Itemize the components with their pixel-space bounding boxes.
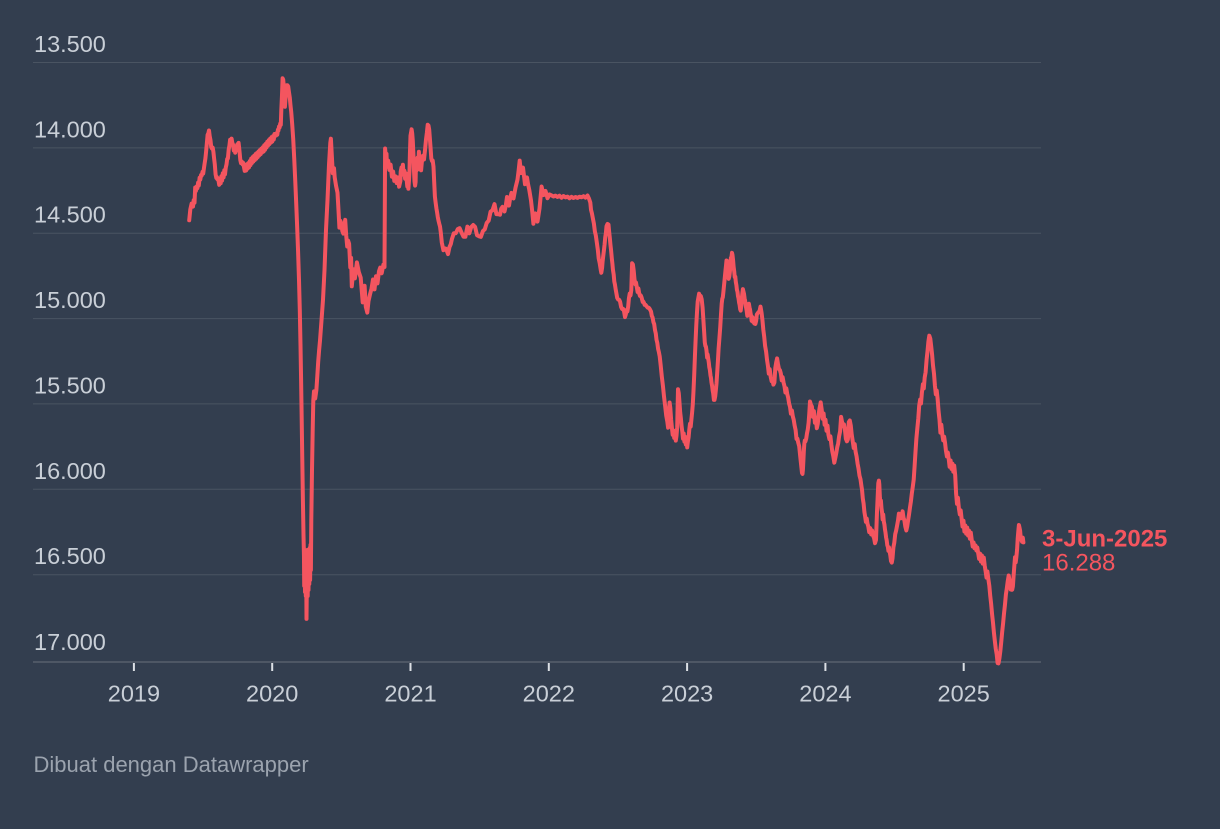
svg-text:2019: 2019 [108,681,160,707]
svg-text:16.000: 16.000 [34,458,106,484]
svg-text:13.500: 13.500 [34,31,106,57]
svg-text:2021: 2021 [384,681,436,707]
svg-text:16.500: 16.500 [34,543,106,569]
svg-text:2025: 2025 [938,681,990,707]
svg-text:17.000: 17.000 [34,629,106,655]
svg-text:Dibuat dengan Datawrapper: Dibuat dengan Datawrapper [34,752,309,777]
svg-text:3-Jun-2025: 3-Jun-2025 [1042,526,1167,553]
svg-text:14.500: 14.500 [34,202,106,228]
svg-text:2022: 2022 [523,681,575,707]
svg-text:2023: 2023 [661,681,713,707]
svg-text:15.500: 15.500 [34,372,106,398]
svg-text:2020: 2020 [246,681,298,707]
svg-text:14.000: 14.000 [34,116,106,142]
svg-text:2024: 2024 [799,681,851,707]
svg-text:16.288: 16.288 [1042,550,1115,577]
svg-text:15.000: 15.000 [34,287,106,313]
